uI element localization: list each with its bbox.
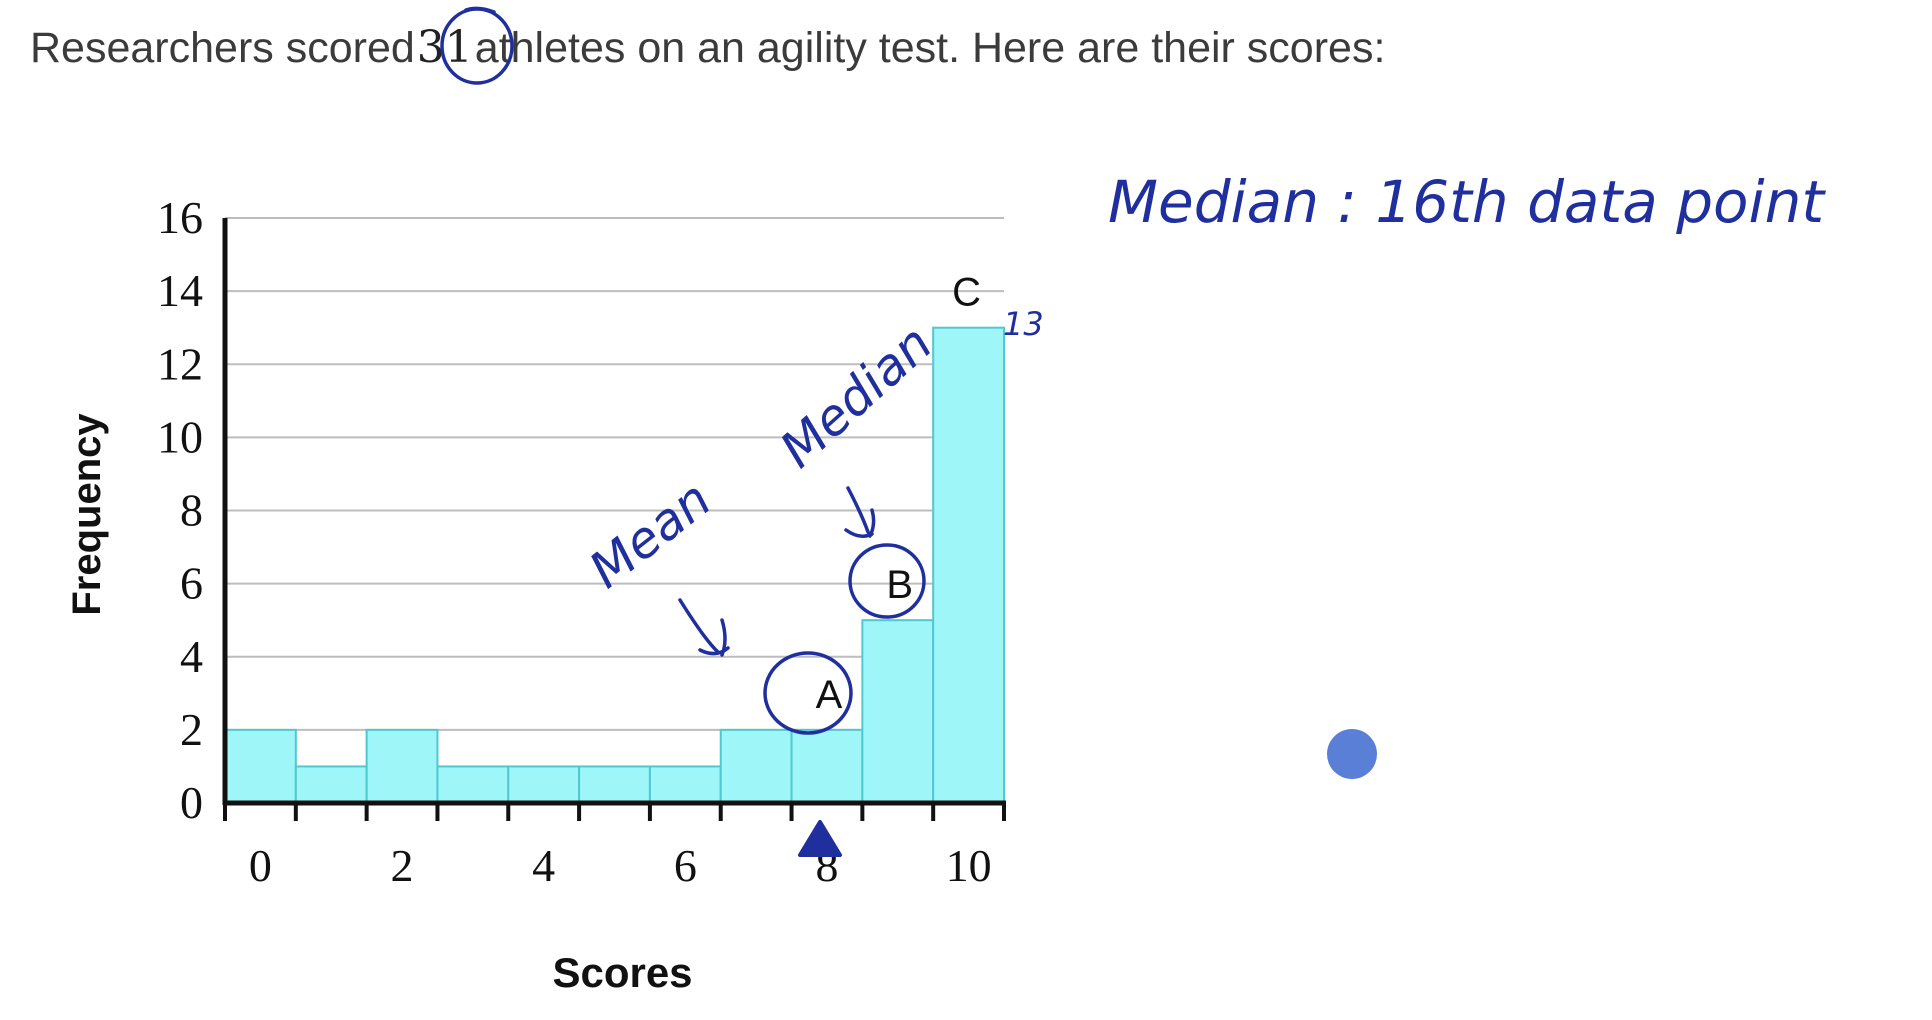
ink-scribble-8 xyxy=(798,820,842,857)
cursor-dot xyxy=(1327,729,1377,779)
bar xyxy=(436,765,510,804)
bar xyxy=(578,765,651,804)
prompt-text-after: athletes on an agility test. Here are th… xyxy=(474,24,1386,72)
y-tick-label: 16 xyxy=(157,192,203,243)
y-tick-labels: 0 2 4 6 8 10 12 14 16 xyxy=(157,192,203,828)
bar xyxy=(790,728,864,804)
x-tick-label: 10 xyxy=(946,840,992,891)
bar xyxy=(365,728,439,804)
bar xyxy=(294,765,368,804)
ink-annotations: Mean Median 13 Median : 16th data point xyxy=(440,6,1826,857)
axes xyxy=(222,218,1006,821)
prompt-text-before: Researchers scored xyxy=(30,24,415,72)
y-tick-label: 6 xyxy=(180,558,203,609)
y-tick-label: 14 xyxy=(157,265,203,316)
x-tick-label: 2 xyxy=(391,840,414,891)
x-tick-labels: 0 2 4 6 8 10 xyxy=(249,840,992,891)
question-prompt: Researchers scored31athletes on an agili… xyxy=(30,22,1385,73)
x-tick-label: 6 xyxy=(674,840,697,891)
point-label-a: A xyxy=(816,673,843,717)
ink-circle-a xyxy=(763,651,853,735)
ink-median-note: Median xyxy=(769,314,943,479)
ink-arrow-mean xyxy=(678,598,730,657)
bar xyxy=(507,765,581,804)
x-tick-label: 4 xyxy=(532,840,555,891)
bar xyxy=(648,765,722,804)
bar xyxy=(861,619,935,804)
point-labels: A B C xyxy=(816,271,981,717)
y-tick-label: 12 xyxy=(157,338,203,389)
y-tick-label: 0 xyxy=(180,777,203,828)
ink-mark-31 xyxy=(464,6,496,14)
ink-side-note: Median : 16th data point xyxy=(1108,168,1826,236)
y-tick-label: 8 xyxy=(180,485,203,536)
ink-circle-b xyxy=(848,543,926,619)
ink-circle-31 xyxy=(440,7,514,85)
bar xyxy=(932,326,1006,804)
ink-count-note: 13 xyxy=(1003,305,1044,343)
x-tick-label: 0 xyxy=(249,840,272,891)
y-tick-label: 4 xyxy=(180,631,203,682)
ink-arrow-median xyxy=(844,486,876,538)
y-tick-label: 10 xyxy=(157,411,203,462)
y-axis-label: Frequency xyxy=(65,413,109,616)
x-axis-label: Scores xyxy=(552,949,692,996)
point-label-b: B xyxy=(886,563,913,607)
bar xyxy=(719,728,793,804)
point-label-c: C xyxy=(952,271,981,315)
bar xyxy=(224,728,297,804)
ink-mean-note: Mean xyxy=(579,470,722,600)
y-tick-label: 2 xyxy=(180,704,203,755)
